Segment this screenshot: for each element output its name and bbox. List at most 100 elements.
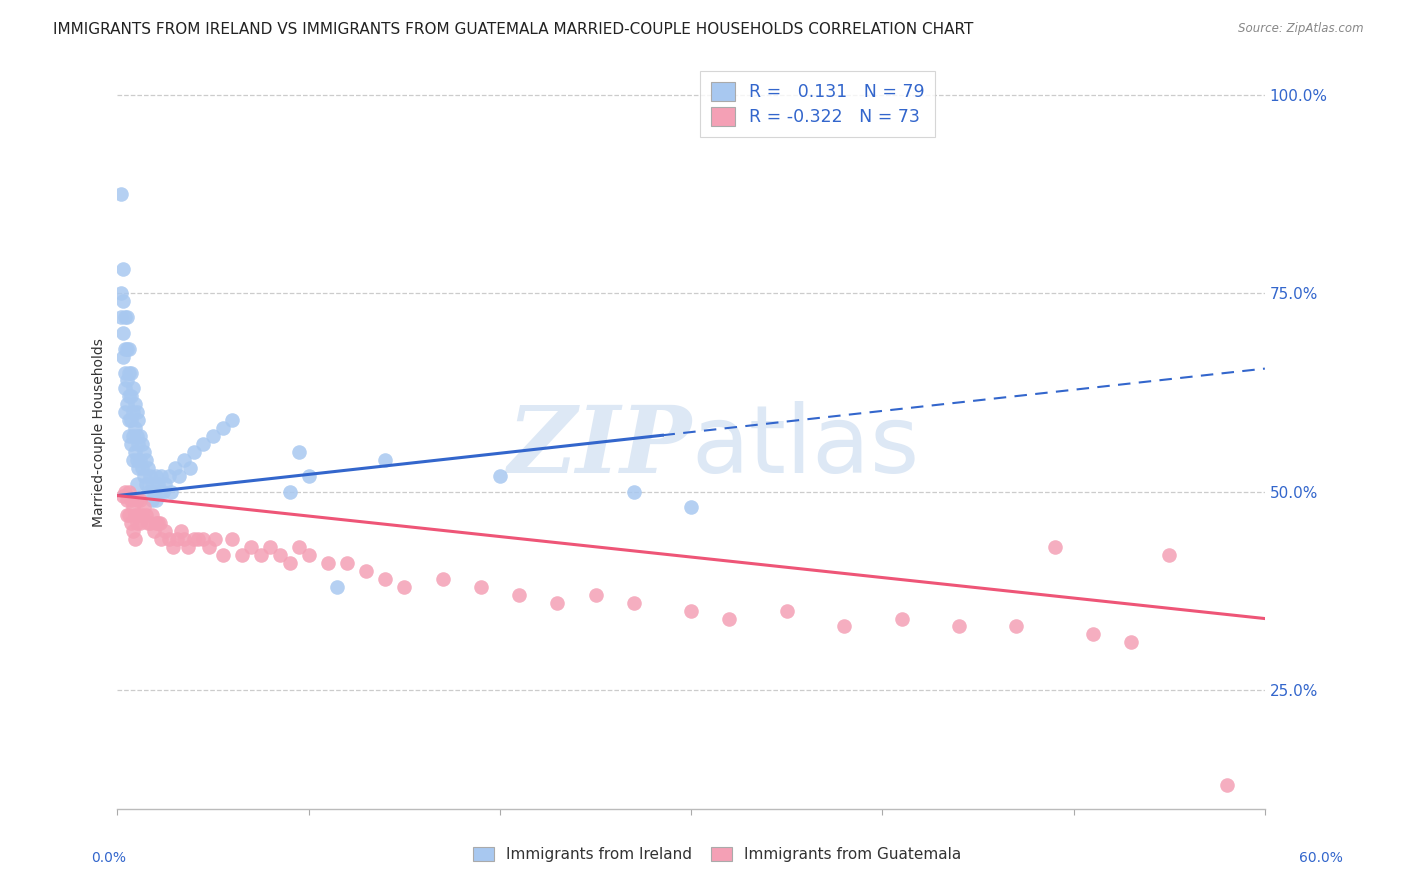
Point xyxy=(1081,627,1104,641)
Point xyxy=(145,492,167,507)
Point xyxy=(125,492,148,507)
Point xyxy=(142,524,165,539)
Point xyxy=(114,405,136,419)
Point xyxy=(374,572,396,586)
Point xyxy=(118,366,141,380)
Point xyxy=(114,310,136,324)
Point xyxy=(157,468,180,483)
Point xyxy=(124,445,146,459)
Point xyxy=(118,389,141,403)
Point xyxy=(623,596,645,610)
Point xyxy=(118,484,141,499)
Point xyxy=(508,588,530,602)
Point xyxy=(120,437,142,451)
Point xyxy=(250,548,273,562)
Point xyxy=(124,397,146,411)
Point xyxy=(278,556,301,570)
Point xyxy=(131,460,153,475)
Text: IMMIGRANTS FROM IRELAND VS IMMIGRANTS FROM GUATEMALA MARRIED-COUPLE HOUSEHOLDS C: IMMIGRANTS FROM IRELAND VS IMMIGRANTS FR… xyxy=(53,22,974,37)
Point xyxy=(135,508,157,523)
Point xyxy=(114,381,136,395)
Text: ZIP: ZIP xyxy=(508,402,692,492)
Point xyxy=(187,532,209,546)
Point xyxy=(160,484,183,499)
Point xyxy=(288,540,311,554)
Point xyxy=(202,429,225,443)
Point xyxy=(121,381,143,395)
Point xyxy=(112,294,135,309)
Point xyxy=(112,262,135,277)
Point xyxy=(142,484,165,499)
Point xyxy=(141,508,163,523)
Point xyxy=(124,508,146,523)
Point xyxy=(134,468,156,483)
Point xyxy=(110,310,132,324)
Point xyxy=(148,484,170,499)
Point xyxy=(394,580,416,594)
Point xyxy=(288,445,311,459)
Point xyxy=(121,405,143,419)
Point xyxy=(298,468,321,483)
Point xyxy=(173,453,195,467)
Point xyxy=(121,500,143,515)
Point xyxy=(115,397,138,411)
Point xyxy=(546,596,568,610)
Point xyxy=(125,453,148,467)
Point xyxy=(169,524,191,539)
Point xyxy=(326,580,349,594)
Point xyxy=(115,508,138,523)
Point xyxy=(125,405,148,419)
Point xyxy=(135,476,157,491)
Point xyxy=(1119,635,1142,649)
Point xyxy=(120,413,142,427)
Point xyxy=(718,611,741,625)
Point xyxy=(129,429,152,443)
Point xyxy=(336,556,359,570)
Point xyxy=(145,468,167,483)
Point xyxy=(112,350,135,364)
Point xyxy=(146,516,169,531)
Point xyxy=(623,484,645,499)
Point xyxy=(114,484,136,499)
Point xyxy=(139,516,162,531)
Point xyxy=(681,500,703,515)
Point xyxy=(167,468,190,483)
Point xyxy=(127,460,149,475)
Point xyxy=(211,548,233,562)
Point xyxy=(259,540,281,554)
Point xyxy=(204,532,226,546)
Point xyxy=(146,476,169,491)
Point xyxy=(127,508,149,523)
Point xyxy=(121,429,143,443)
Point xyxy=(681,604,703,618)
Legend: R =   0.131   N = 79, R = -0.322   N = 73: R = 0.131 N = 79, R = -0.322 N = 73 xyxy=(700,71,935,136)
Point xyxy=(125,516,148,531)
Text: 0.0%: 0.0% xyxy=(91,851,127,865)
Text: Source: ZipAtlas.com: Source: ZipAtlas.com xyxy=(1239,22,1364,36)
Point xyxy=(112,489,135,503)
Point xyxy=(183,532,205,546)
Point xyxy=(124,532,146,546)
Point xyxy=(432,572,454,586)
Point xyxy=(489,468,512,483)
Point xyxy=(211,421,233,435)
Point xyxy=(136,460,159,475)
Point xyxy=(135,453,157,467)
Point xyxy=(193,437,215,451)
Point xyxy=(134,445,156,459)
Y-axis label: Married-couple Households: Married-couple Households xyxy=(93,338,107,526)
Point xyxy=(141,476,163,491)
Point xyxy=(173,532,195,546)
Point xyxy=(163,460,186,475)
Point xyxy=(118,413,141,427)
Point xyxy=(832,619,855,633)
Point xyxy=(166,532,188,546)
Point xyxy=(354,564,377,578)
Point xyxy=(131,437,153,451)
Point xyxy=(890,611,912,625)
Point xyxy=(141,492,163,507)
Point xyxy=(120,492,142,507)
Point xyxy=(115,342,138,356)
Point xyxy=(221,413,243,427)
Point xyxy=(374,453,396,467)
